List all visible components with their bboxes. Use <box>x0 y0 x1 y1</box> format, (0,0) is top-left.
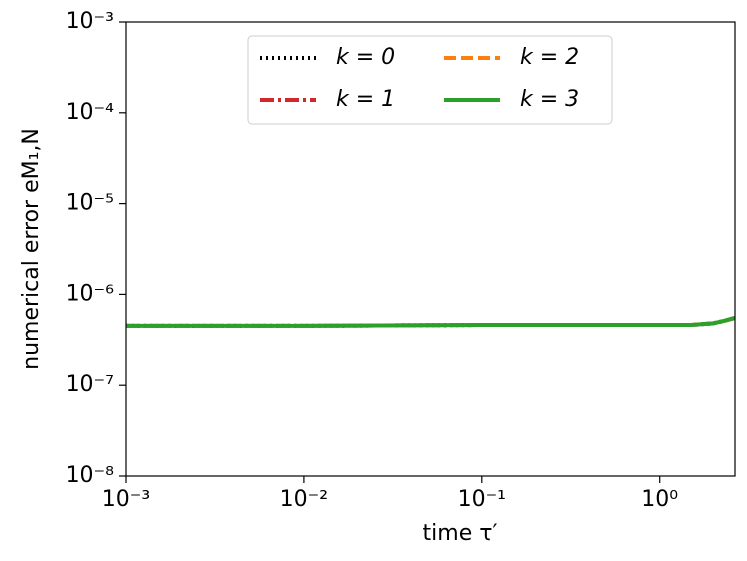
x-tick-label: 10⁰ <box>641 487 678 512</box>
legend-label: k = 0 <box>336 45 395 70</box>
y-tick-label: 10⁻⁵ <box>66 191 114 216</box>
y-tick-label: 10⁻⁶ <box>66 281 115 306</box>
legend-label: k = 1 <box>336 87 395 112</box>
x-tick-label: 10⁻³ <box>102 487 150 512</box>
legend-label: k = 3 <box>520 87 579 112</box>
y-tick-label: 10⁻³ <box>66 9 114 34</box>
legend-box <box>247 35 613 125</box>
y-axis-label: numerical error eM₁,N <box>19 128 44 370</box>
y-tick-label: 10⁻⁴ <box>66 100 115 125</box>
y-tick-label: 10⁻⁸ <box>66 463 115 488</box>
plot-frame <box>125 21 736 477</box>
data-line <box>126 316 735 328</box>
x-tick-label: 10⁻¹ <box>458 487 506 512</box>
x-axis-label: time τ′ <box>423 521 498 546</box>
y-tick-label: 10⁻⁷ <box>66 372 114 397</box>
x-tick-label: 10⁻² <box>280 487 328 512</box>
legend-label: k = 2 <box>520 45 579 70</box>
